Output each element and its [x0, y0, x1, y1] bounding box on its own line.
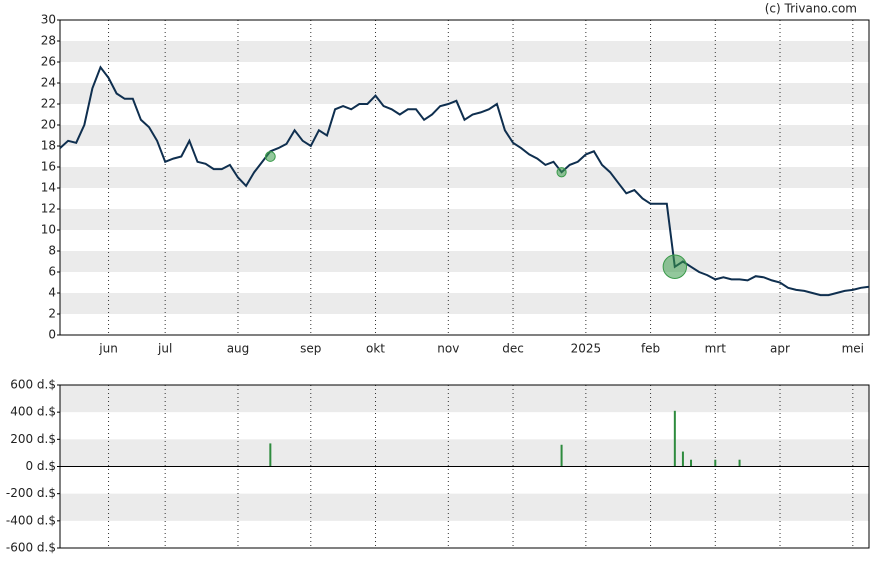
event-marker	[264, 151, 276, 162]
x-tick-label: jun	[98, 342, 118, 356]
x-tick-label: aug	[227, 342, 250, 356]
x-tick-label: feb	[641, 342, 660, 356]
band	[60, 167, 869, 188]
x-tick-label: mrt	[705, 342, 727, 356]
event-marker	[556, 167, 567, 178]
band	[60, 251, 869, 272]
y-tick-label: 30	[41, 13, 56, 27]
band	[60, 83, 869, 104]
band	[60, 385, 869, 413]
y-tick-label: -400 d.$	[6, 513, 56, 527]
y-tick-label: 200 d.$	[10, 432, 56, 446]
x-tick-label: sep	[300, 342, 321, 356]
y-tick-label: 4	[48, 286, 56, 300]
x-tick-label: apr	[770, 342, 790, 356]
x-tick-label: mei	[842, 342, 864, 356]
y-tick-label: 24	[41, 76, 56, 90]
plot-border	[59, 19, 870, 336]
y-tick-label: 0 d.$	[25, 459, 56, 473]
y-tick-label: 8	[48, 244, 56, 258]
y-tick-label: 10	[41, 223, 56, 237]
y-tick-label: 28	[41, 34, 56, 48]
band	[60, 493, 869, 521]
volume-bar	[738, 459, 741, 467]
y-tick-label: 0	[48, 328, 56, 342]
x-tick-label: jul	[157, 342, 172, 356]
band	[60, 41, 869, 62]
source: (c) Trivano.com	[765, 2, 857, 16]
volume-bar	[690, 459, 693, 467]
band	[60, 125, 869, 146]
volume-bar	[269, 443, 272, 467]
y-tick-label: 20	[41, 118, 56, 132]
x-tick-label: 2025	[571, 342, 602, 356]
y-tick-label: 400 d.$	[10, 405, 56, 419]
x-tick-label: dec	[502, 342, 524, 356]
y-tick-label: 18	[41, 139, 56, 153]
y-tick-label: -200 d.$	[6, 486, 56, 500]
volume-bar	[681, 451, 684, 467]
y-tick-label: 6	[48, 265, 56, 279]
volume-bar	[673, 410, 676, 467]
price-line	[59, 65, 870, 297]
y-tick-label: 2	[48, 307, 56, 321]
y-tick-label: 12	[41, 202, 56, 216]
y-tick-label: -600 d.$	[6, 541, 56, 555]
event-marker	[662, 254, 688, 279]
x-tick-label: nov	[437, 342, 459, 356]
band	[60, 209, 869, 230]
x-tick-label: okt	[366, 342, 385, 356]
volume-bar	[714, 459, 717, 467]
y-tick-label: 22	[41, 97, 56, 111]
y-tick-label: 600 d.$	[10, 378, 56, 392]
band	[60, 439, 869, 467]
band	[60, 293, 869, 314]
volume-bar	[560, 444, 563, 467]
y-tick-label: 26	[41, 55, 56, 69]
y-tick-label: 14	[41, 181, 56, 195]
y-tick-label: 16	[41, 160, 56, 174]
